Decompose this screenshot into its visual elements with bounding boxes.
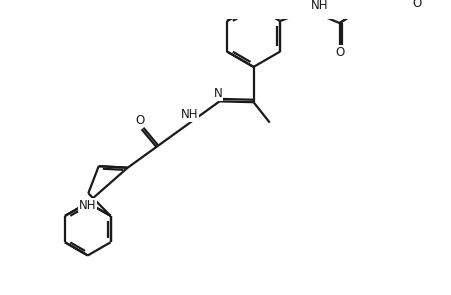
Text: O: O — [334, 46, 344, 59]
Text: NH: NH — [78, 199, 96, 212]
Text: O: O — [135, 114, 145, 127]
Text: NH: NH — [310, 0, 328, 12]
Text: NH: NH — [180, 109, 198, 122]
Text: O: O — [411, 0, 421, 10]
Text: N: N — [213, 87, 222, 100]
